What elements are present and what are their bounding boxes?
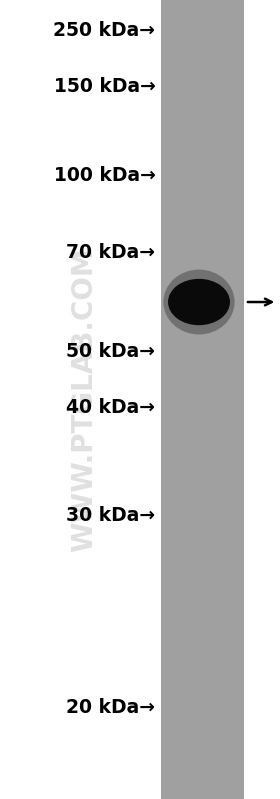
- Text: 100 kDa→: 100 kDa→: [53, 166, 155, 185]
- Text: 70 kDa→: 70 kDa→: [66, 243, 155, 262]
- Text: 150 kDa→: 150 kDa→: [53, 77, 155, 96]
- Text: 40 kDa→: 40 kDa→: [66, 398, 155, 417]
- Text: 20 kDa→: 20 kDa→: [66, 698, 155, 717]
- Text: WWW.PTGLAB.COM: WWW.PTGLAB.COM: [70, 247, 98, 552]
- Text: 50 kDa→: 50 kDa→: [66, 342, 155, 361]
- Text: 30 kDa→: 30 kDa→: [66, 506, 155, 525]
- Ellipse shape: [163, 269, 235, 335]
- Text: 250 kDa→: 250 kDa→: [53, 21, 155, 40]
- Ellipse shape: [168, 279, 230, 325]
- Bar: [161, 0, 244, 799]
